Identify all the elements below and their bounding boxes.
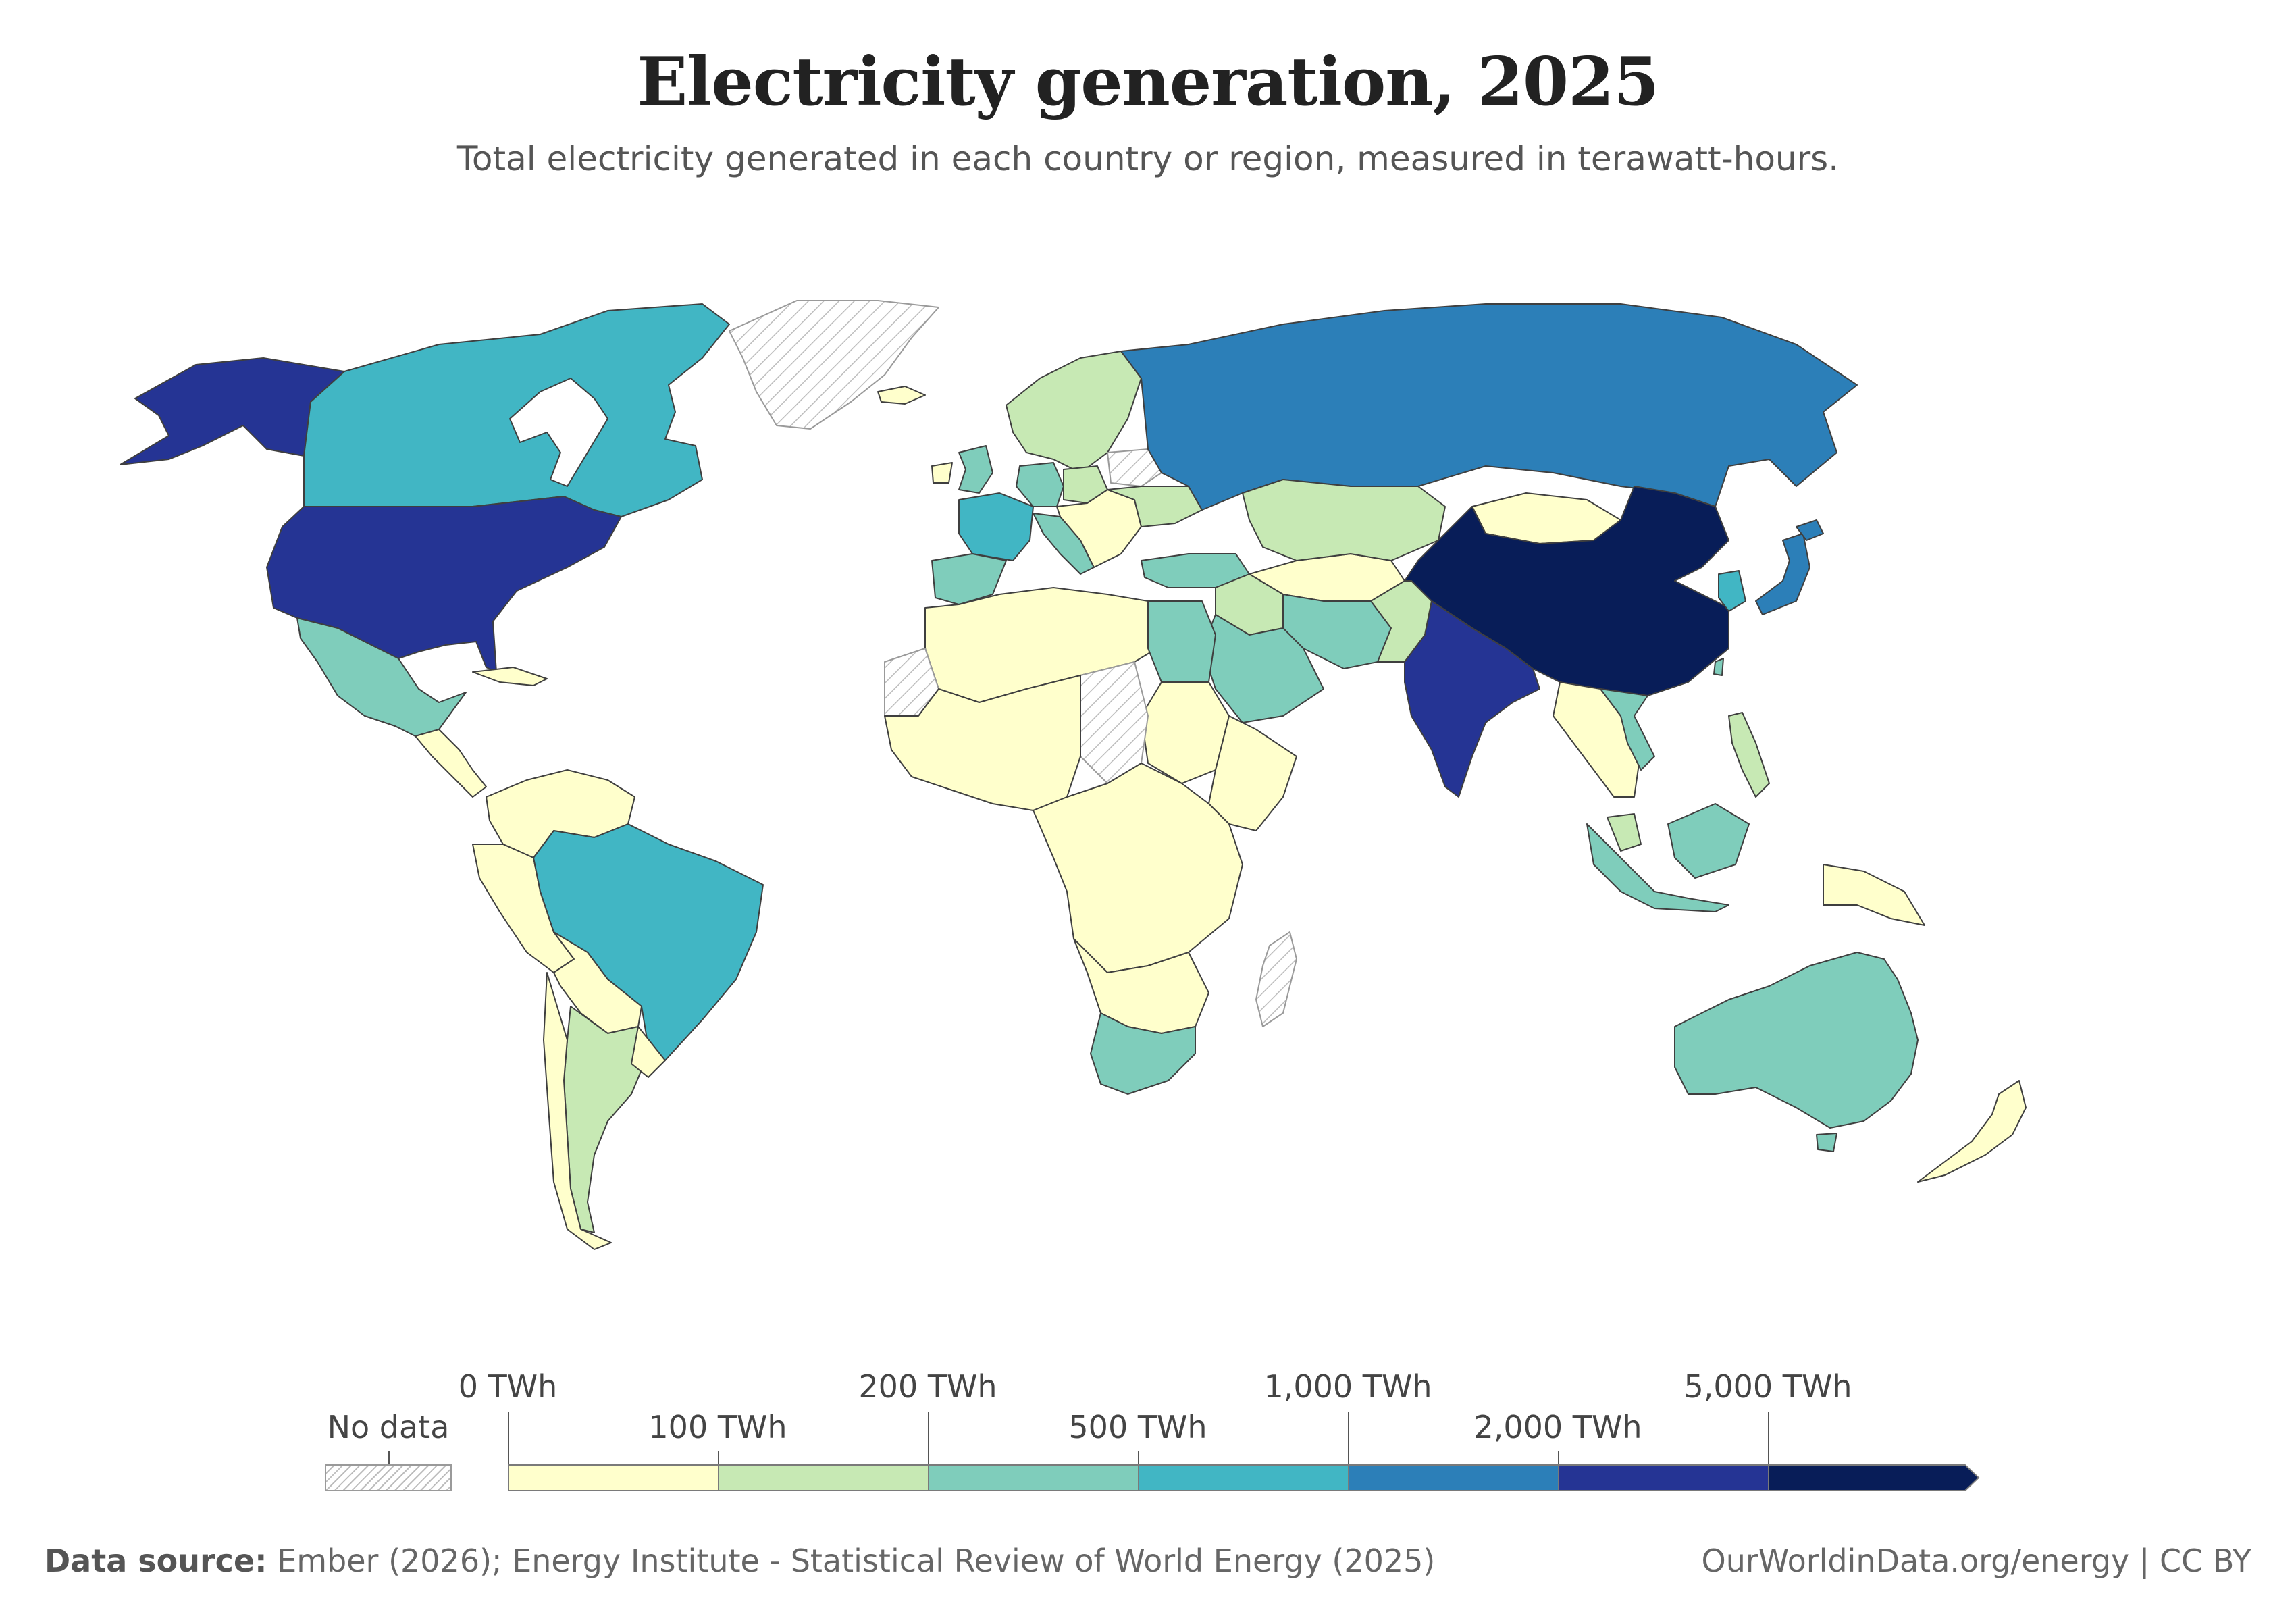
region-ukraine[interactable] xyxy=(1107,486,1203,527)
chart-subtitle: Total electricity generated in each coun… xyxy=(456,139,1840,178)
region-south-africa[interactable] xyxy=(1090,1012,1196,1095)
legend-bin-6[interactable] xyxy=(1768,1464,1984,1491)
region-japan-hokkaido[interactable] xyxy=(1796,519,1824,541)
region-central-america[interactable] xyxy=(415,729,487,798)
region-chile[interactable] xyxy=(543,972,612,1250)
region-korea[interactable] xyxy=(1718,570,1746,612)
region-greenland[interactable] xyxy=(729,300,939,430)
region-japan[interactable] xyxy=(1755,533,1810,615)
region-france[interactable] xyxy=(958,492,1034,561)
region-germany[interactable] xyxy=(1016,462,1064,507)
region-central-africa[interactable] xyxy=(1033,763,1243,973)
chart-title: Electricity generation, 2025 xyxy=(637,43,1659,121)
legend-tick-3: 500 TWh xyxy=(1068,1409,1207,1445)
region-australia[interactable] xyxy=(1674,952,1919,1129)
region-taiwan[interactable] xyxy=(1713,658,1724,676)
legend-tick-line-6 xyxy=(1768,1412,1769,1464)
region-madagascar[interactable] xyxy=(1255,931,1297,1027)
region-uk[interactable] xyxy=(958,445,993,494)
region-canada[interactable] xyxy=(303,303,730,517)
region-papua-new-guinea[interactable] xyxy=(1823,864,1925,926)
footer-source: Data source: Ember (2026); Energy Instit… xyxy=(45,1543,1435,1579)
legend-no-data-swatch[interactable] xyxy=(325,1464,452,1491)
legend-tick-1: 100 TWh xyxy=(648,1409,787,1445)
region-belarus[interactable] xyxy=(1107,448,1162,487)
region-malaysia[interactable] xyxy=(1607,813,1642,852)
legend-tick-4: 1,000 TWh xyxy=(1263,1368,1432,1405)
legend-bin-3[interactable] xyxy=(1138,1464,1349,1491)
region-new-zealand[interactable] xyxy=(1917,1080,2027,1183)
legend-bin-2[interactable] xyxy=(928,1464,1139,1491)
region-tasmania[interactable] xyxy=(1816,1133,1837,1152)
legend-tick-2: 200 TWh xyxy=(858,1368,997,1405)
region-iceland[interactable] xyxy=(877,386,926,405)
region-usa[interactable] xyxy=(266,496,622,673)
legend-tick-line-3 xyxy=(1138,1451,1139,1464)
region-cuba[interactable] xyxy=(472,667,548,686)
region-indonesia[interactable] xyxy=(1586,803,1750,912)
region-vietnam[interactable] xyxy=(1600,688,1655,771)
legend-tick-line-5 xyxy=(1558,1451,1559,1464)
legend-tick-line-0 xyxy=(508,1412,509,1464)
legend-bin-5[interactable] xyxy=(1558,1464,1769,1491)
region-india[interactable] xyxy=(1404,600,1540,798)
legend-tick-0: 0 TWh xyxy=(458,1368,558,1405)
region-uruguay[interactable] xyxy=(631,1026,666,1078)
region-philippines[interactable] xyxy=(1728,712,1770,798)
footer-source-text: Ember (2026); Energy Institute - Statist… xyxy=(277,1543,1436,1579)
region-ireland[interactable] xyxy=(931,462,953,484)
legend-no-data-tick xyxy=(388,1451,390,1464)
footer-credit[interactable]: OurWorldinData.org/energy | CC BY xyxy=(1701,1543,2251,1579)
region-norway-sweden-finland[interactable] xyxy=(1006,351,1142,473)
region-russia[interactable] xyxy=(1120,303,1858,511)
region-egypt[interactable] xyxy=(1147,600,1216,683)
legend-bin-1[interactable] xyxy=(718,1464,929,1491)
region-central-europe-balkans[interactable] xyxy=(1056,489,1142,568)
legend-tick-line-4 xyxy=(1348,1412,1349,1464)
region-west-africa[interactable] xyxy=(884,675,1081,811)
legend-no-data-label: No data xyxy=(327,1409,450,1445)
region-kazakhstan[interactable] xyxy=(1242,479,1446,561)
footer-source-label: Data source: xyxy=(45,1543,267,1579)
world-map xyxy=(120,300,2027,1250)
legend-bin-0[interactable] xyxy=(508,1464,719,1491)
legend-tick-line-2 xyxy=(928,1412,929,1464)
legend-tick-5: 2,000 TWh xyxy=(1473,1409,1642,1445)
legend-tick-line-1 xyxy=(718,1451,719,1464)
region-spain-portugal[interactable] xyxy=(931,553,1007,605)
legend-tick-6: 5,000 TWh xyxy=(1684,1368,1852,1405)
legend-bin-6-arrow xyxy=(1768,1464,1980,1491)
canada-lake-hudson-bay xyxy=(509,378,608,487)
legend-bin-4[interactable] xyxy=(1348,1464,1559,1491)
region-alaska[interactable] xyxy=(120,357,345,465)
